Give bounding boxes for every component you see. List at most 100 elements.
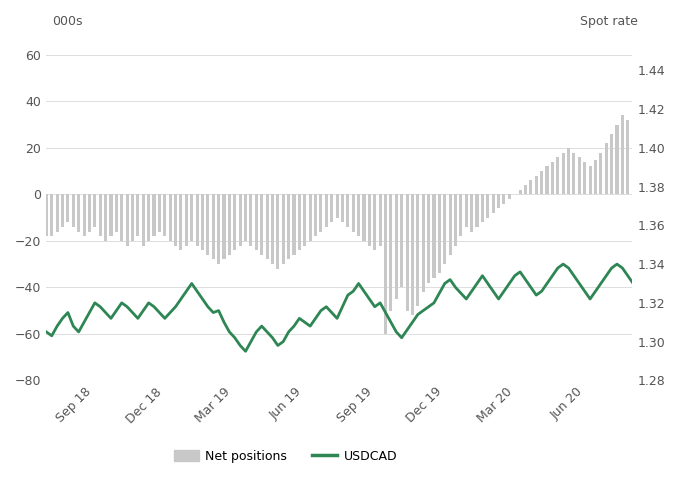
Bar	[250, 194, 252, 246]
Bar	[45, 194, 48, 236]
Bar	[460, 194, 462, 236]
Bar	[653, 162, 656, 194]
Bar	[658, 167, 662, 194]
Text: 000s: 000s	[52, 15, 83, 28]
Bar	[540, 171, 543, 194]
Bar	[266, 194, 269, 260]
Bar	[169, 194, 172, 241]
Bar	[233, 194, 237, 250]
Bar	[405, 194, 409, 310]
Bar	[481, 194, 484, 222]
Bar	[276, 194, 279, 269]
Bar	[529, 181, 532, 194]
Bar	[152, 194, 156, 236]
Bar	[93, 194, 97, 227]
Bar	[470, 194, 473, 231]
Bar	[320, 194, 322, 231]
Bar	[174, 194, 177, 246]
Bar	[432, 194, 435, 278]
Bar	[104, 194, 107, 241]
Bar	[621, 115, 624, 194]
Bar	[615, 125, 619, 194]
Bar	[287, 194, 290, 260]
Bar	[56, 194, 58, 231]
Bar	[379, 194, 381, 246]
Bar	[449, 194, 452, 255]
Bar	[562, 152, 564, 194]
Bar	[314, 194, 317, 236]
Bar	[352, 194, 355, 231]
Bar	[120, 194, 123, 241]
Bar	[61, 194, 64, 227]
Bar	[222, 194, 226, 260]
Bar	[583, 162, 586, 194]
Bar	[158, 194, 161, 231]
Bar	[362, 194, 366, 241]
Bar	[497, 194, 500, 208]
Bar	[303, 194, 306, 246]
Bar	[637, 138, 640, 194]
Bar	[400, 194, 403, 287]
Bar	[185, 194, 188, 246]
Bar	[464, 194, 468, 227]
Bar	[346, 194, 350, 227]
Bar	[503, 194, 505, 204]
Bar	[201, 194, 204, 250]
Bar	[475, 194, 479, 227]
Bar	[605, 143, 608, 194]
Bar	[427, 194, 430, 283]
Bar	[443, 194, 446, 264]
Bar	[180, 194, 182, 250]
Bar	[610, 134, 613, 194]
Bar	[411, 194, 414, 315]
Bar	[556, 157, 560, 194]
Bar	[211, 194, 215, 260]
Bar	[534, 176, 538, 194]
Bar	[141, 194, 145, 246]
Bar	[206, 194, 209, 255]
Bar	[330, 194, 333, 222]
Bar	[422, 194, 425, 292]
Bar	[196, 194, 199, 246]
Bar	[292, 194, 296, 255]
Bar	[599, 152, 602, 194]
Bar	[239, 194, 241, 246]
Bar	[126, 194, 129, 246]
Bar	[395, 194, 398, 299]
Bar	[72, 194, 75, 227]
Bar	[190, 194, 193, 241]
Bar	[643, 148, 645, 194]
Bar	[573, 152, 575, 194]
Bar	[438, 194, 441, 274]
Text: Spot rate: Spot rate	[580, 15, 639, 28]
Bar	[545, 167, 549, 194]
Bar	[309, 194, 311, 241]
Bar	[228, 194, 231, 255]
Bar	[648, 157, 651, 194]
Bar	[88, 194, 91, 231]
Bar	[390, 194, 392, 310]
Legend: Net positions, USDCAD: Net positions, USDCAD	[169, 445, 402, 468]
Bar	[109, 194, 112, 236]
Bar	[137, 194, 139, 236]
Bar	[244, 194, 247, 241]
Bar	[115, 194, 118, 231]
Bar	[255, 194, 258, 250]
Bar	[77, 194, 80, 231]
Bar	[454, 194, 457, 246]
Bar	[384, 194, 387, 334]
Bar	[373, 194, 376, 250]
Bar	[298, 194, 301, 250]
Bar	[675, 152, 678, 194]
Bar	[99, 194, 102, 236]
Bar	[486, 194, 490, 217]
Bar	[217, 194, 220, 264]
Bar	[82, 194, 86, 236]
Bar	[341, 194, 344, 222]
Bar	[594, 160, 597, 194]
Bar	[416, 194, 420, 306]
Bar	[626, 120, 629, 194]
Bar	[524, 185, 527, 194]
Bar	[669, 162, 673, 194]
Bar	[519, 190, 522, 194]
